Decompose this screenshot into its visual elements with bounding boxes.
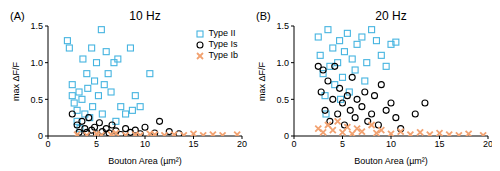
html-text:Type Ib: Type Ib [208,50,238,60]
html-text:10 Hz: 10 Hz [129,9,161,23]
html-text:Type II: Type II [208,28,236,38]
svg-text:0: 0 [291,139,296,149]
svg-text:10: 10 [386,139,396,149]
svg-text:0.5: 0.5 [276,95,289,105]
html-text:Type Is: Type Is [208,39,238,49]
svg-text:10: 10 [140,139,150,149]
html-text:20 Hz: 20 Hz [375,9,407,23]
svg-text:15: 15 [188,139,198,149]
svg-text:20: 20 [237,139,247,149]
svg-text:5: 5 [340,139,345,149]
svg-text:1.5: 1.5 [30,21,43,31]
svg-text:max ΔF/F: max ΔF/F [11,61,21,101]
svg-text:0: 0 [38,131,43,141]
html-text:(B): (B) [256,10,271,22]
svg-text:Bouton Area (µm²): Bouton Area (µm²) [108,156,182,166]
svg-text:20: 20 [483,139,492,149]
svg-text:0: 0 [45,139,50,149]
svg-text:1.0: 1.0 [30,58,43,68]
svg-text:15: 15 [434,139,444,149]
svg-text:max ΔF/F: max ΔF/F [257,61,267,101]
svg-text:Bouton Area (µm²): Bouton Area (µm²) [354,156,428,166]
html-text:(A): (A) [10,10,25,22]
svg-text:1.5: 1.5 [276,21,289,31]
svg-text:0.5: 0.5 [30,95,43,105]
svg-text:0: 0 [284,131,289,141]
svg-text:1.0: 1.0 [276,58,289,68]
svg-text:5: 5 [94,139,99,149]
